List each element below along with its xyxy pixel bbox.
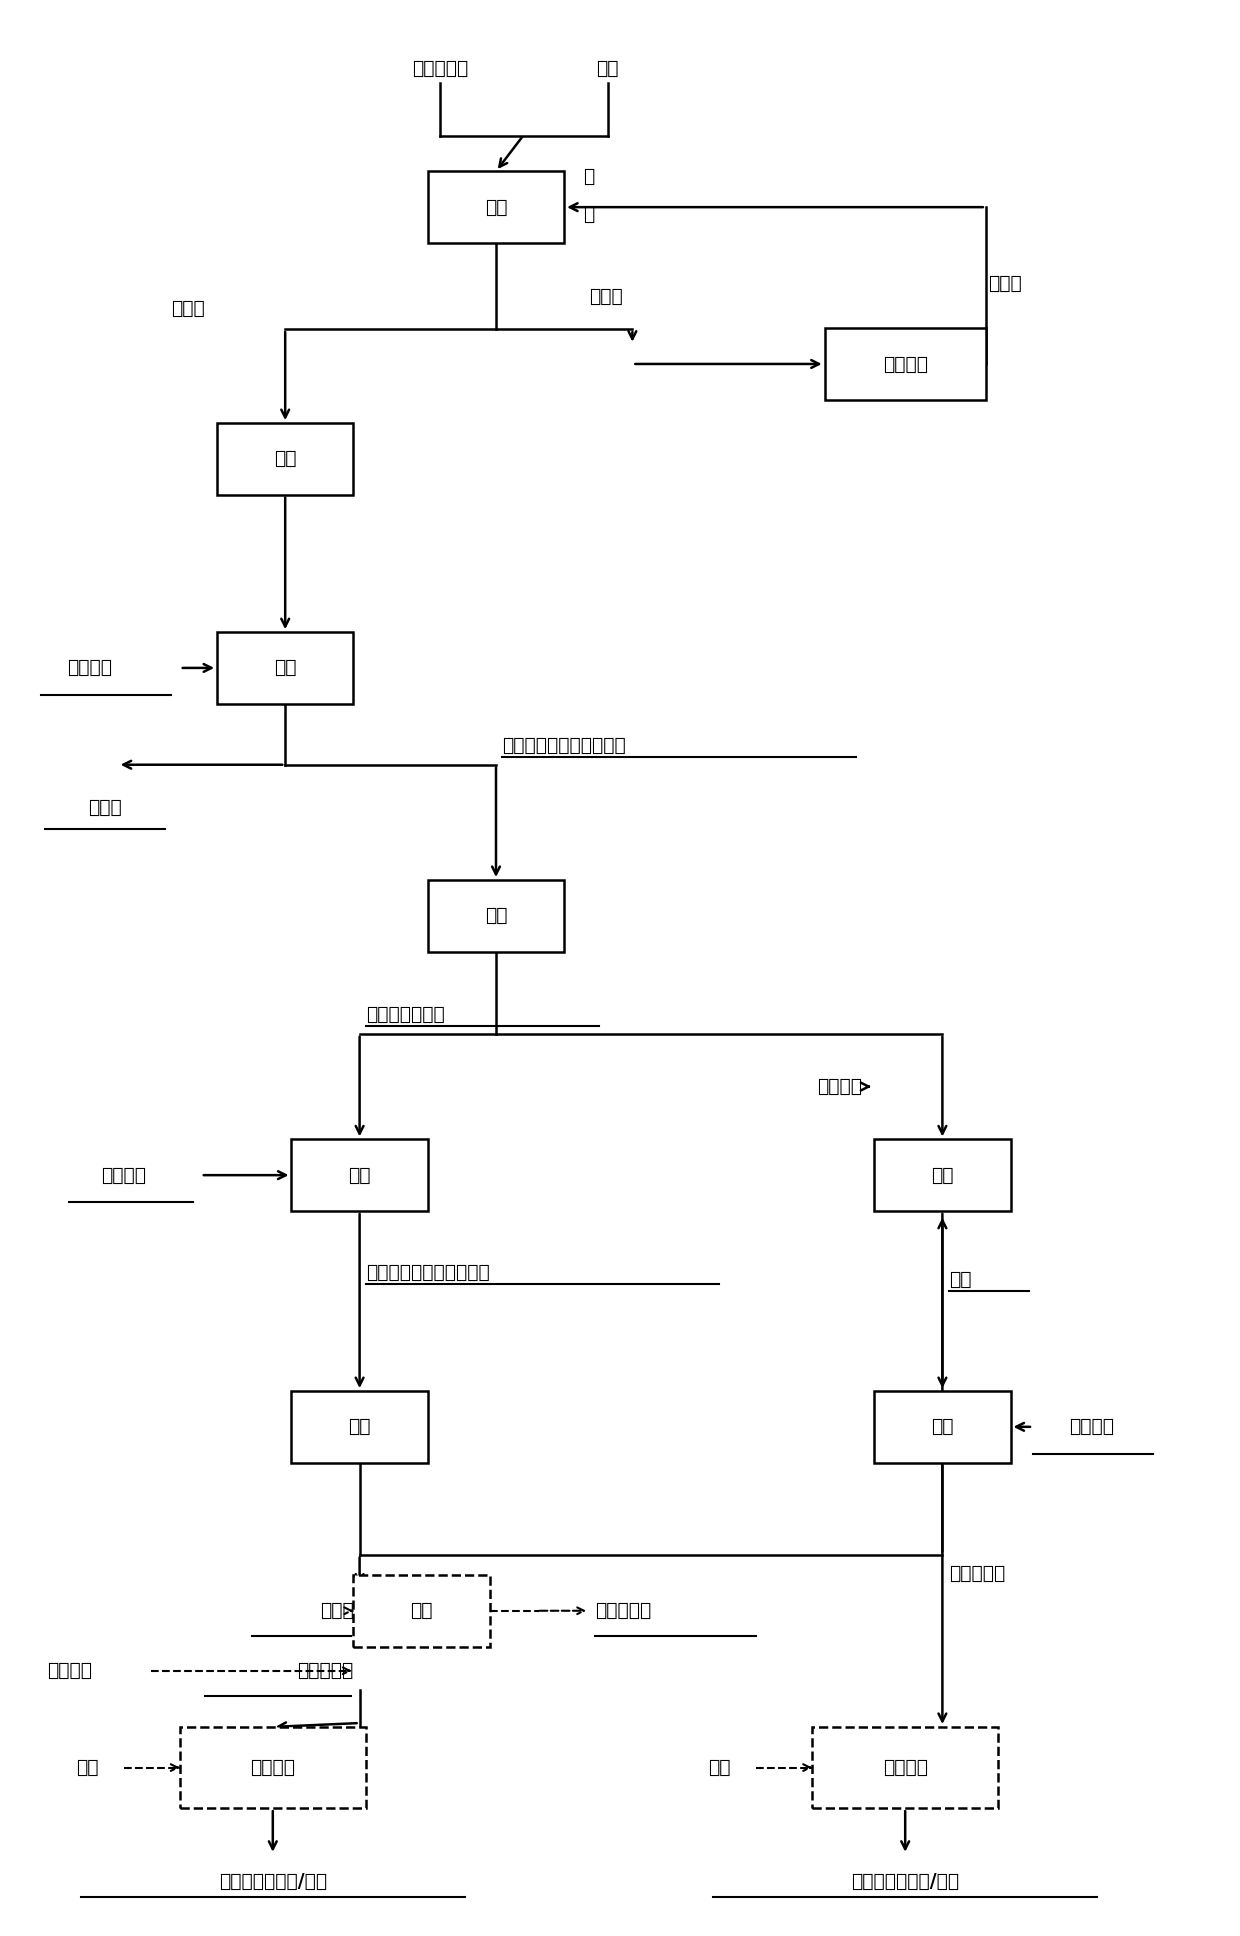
Text: 超细球状氧化钨/钨粉: 超细球状氧化钨/钨粉	[218, 1872, 327, 1891]
Text: 萃余液: 萃余液	[988, 275, 1022, 292]
Text: 萃取: 萃取	[274, 658, 296, 678]
Text: 钨酸（含钼酸）: 钨酸（含钼酸）	[366, 1005, 445, 1024]
Text: 过氧化氢: 过氧化氢	[67, 658, 113, 678]
Text: 萃取提钼: 萃取提钼	[883, 354, 928, 374]
Text: 煅烧: 煅烧	[410, 1601, 433, 1620]
Text: 氢气: 氢气	[76, 1758, 98, 1777]
Text: 钼酸: 钼酸	[949, 1270, 971, 1289]
Text: 石膏渣: 石膏渣	[88, 798, 123, 817]
Bar	[291, 1138, 428, 1212]
Text: 溶解: 溶解	[931, 1417, 954, 1437]
Bar	[428, 879, 564, 951]
Bar	[180, 1727, 366, 1808]
Bar	[291, 1390, 428, 1464]
Text: 分解: 分解	[485, 906, 507, 925]
Text: 过氧化氢: 过氧化氢	[102, 1165, 146, 1185]
Text: 分解: 分解	[348, 1417, 371, 1437]
Text: 浸出液: 浸出液	[589, 287, 622, 306]
Bar	[428, 170, 564, 242]
Text: 分解渣: 分解渣	[171, 298, 205, 318]
Text: 分解: 分解	[485, 197, 507, 217]
Text: 过氧钨酸（含过氧钼酸）: 过氧钨酸（含过氧钼酸）	[502, 736, 626, 755]
Bar	[874, 1390, 1011, 1464]
Text: 喷雾热解: 喷雾热解	[250, 1758, 295, 1777]
Text: 溶解: 溶解	[348, 1165, 371, 1185]
Bar	[353, 1576, 490, 1646]
Text: 过氧钨酸（含过氧钼酸）: 过氧钨酸（含过氧钼酸）	[366, 1262, 490, 1282]
Text: 洗涤: 洗涤	[274, 449, 296, 469]
Bar	[825, 327, 986, 399]
Bar	[874, 1138, 1011, 1212]
Text: 纯过氧钨酸: 纯过氧钨酸	[298, 1661, 353, 1680]
Text: 过氧化氢: 过氧化氢	[47, 1661, 92, 1680]
Text: 分解: 分解	[931, 1165, 954, 1185]
Text: 粉状氧化钨: 粉状氧化钨	[595, 1601, 651, 1620]
Text: 纯过氧钼酸: 纯过氧钼酸	[949, 1564, 1004, 1584]
Bar	[812, 1727, 998, 1808]
Text: 氢气: 氢气	[708, 1758, 730, 1777]
Text: 超细球状氧化钼/钼粉: 超细球状氧化钼/钼粉	[851, 1872, 960, 1891]
Text: 高钼白钨矿: 高钼白钨矿	[412, 58, 469, 77]
Text: 过氧化氢: 过氧化氢	[1069, 1417, 1114, 1437]
Bar	[217, 631, 353, 703]
Text: 酸: 酸	[583, 205, 594, 225]
Text: 纯钨酸: 纯钨酸	[320, 1601, 353, 1620]
Text: 喷雾热解: 喷雾热解	[883, 1758, 928, 1777]
Bar	[217, 422, 353, 494]
Text: 硫酸: 硫酸	[596, 58, 619, 77]
Text: 补: 补	[583, 166, 594, 186]
Text: 过氧钼酸: 过氧钼酸	[817, 1076, 862, 1096]
